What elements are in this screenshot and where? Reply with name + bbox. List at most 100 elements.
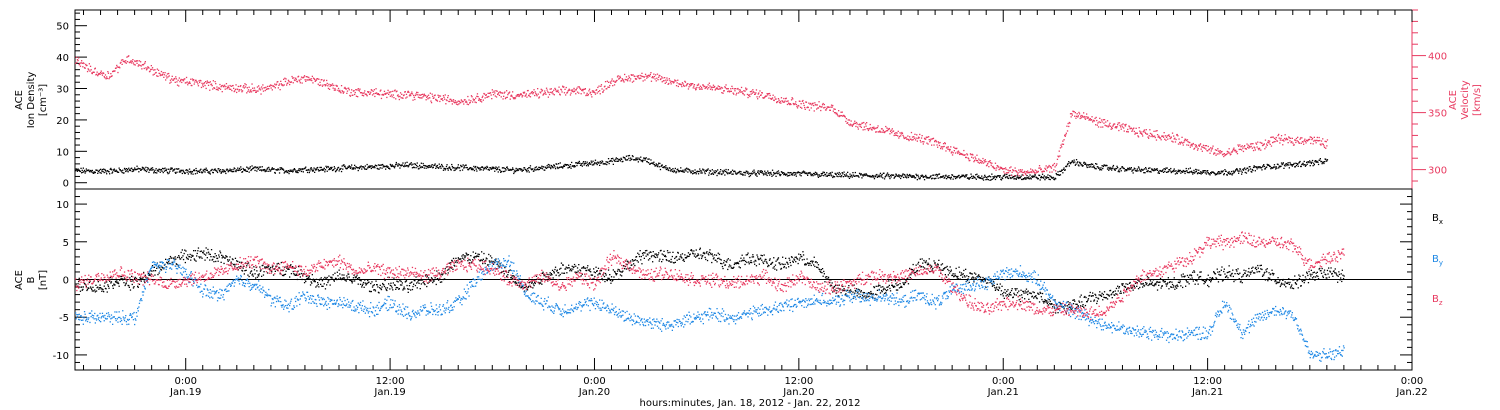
ion-density-series-point — [541, 165, 543, 167]
ion-density-series-point — [205, 169, 207, 171]
ion-density-series-point — [1243, 168, 1245, 170]
bx-series-point — [370, 282, 372, 285]
velocity-series-point — [1204, 145, 1206, 147]
ion-density-series-point — [110, 169, 113, 171]
velocity-series-point — [1100, 126, 1102, 128]
velocity-series-point — [1228, 148, 1230, 150]
velocity-series-point — [246, 87, 248, 89]
bx-series-point — [252, 275, 254, 277]
velocity-series-point — [1124, 124, 1126, 126]
ion-density-series-point — [675, 171, 678, 173]
velocity-series-point — [833, 112, 836, 114]
velocity-series-point — [157, 75, 159, 77]
velocity-series-point — [941, 146, 943, 148]
ion-density-series-point — [373, 165, 375, 168]
bx-series-point — [420, 283, 422, 285]
ion-density-series-point — [308, 171, 310, 174]
velocity-series-point — [893, 134, 895, 137]
velocity-series-point — [288, 80, 290, 83]
velocity-series-point — [1016, 173, 1019, 175]
ion-density-series-point — [343, 164, 345, 166]
velocity-series-point — [1097, 126, 1100, 128]
velocity-series-point — [1111, 127, 1113, 130]
velocity-series-point — [624, 73, 626, 76]
velocity-series-point — [1173, 138, 1175, 140]
velocity-series-point — [700, 86, 703, 88]
velocity-series-point — [1322, 138, 1324, 140]
bx-series-point — [364, 279, 366, 281]
ion-density-series-point — [1027, 177, 1029, 179]
ion-density-series-point — [532, 168, 534, 170]
ion-density-series-point — [692, 173, 694, 175]
ion-density-series-point — [887, 175, 889, 177]
velocity-series-point — [98, 72, 101, 75]
ion-density-series-point — [194, 170, 196, 172]
ion-density-series-point — [768, 172, 770, 174]
velocity-series-point — [956, 151, 958, 153]
velocity-series-point — [1239, 144, 1241, 146]
ion-density-series-point — [258, 166, 260, 168]
ion-density-series-point — [162, 167, 164, 170]
ion-density-series-point — [1147, 169, 1149, 172]
velocity-series-point — [266, 88, 268, 90]
bx-series-point — [412, 285, 414, 288]
velocity-series-point — [1178, 138, 1180, 140]
velocity-series-point — [1254, 147, 1256, 149]
ion-density-series-point — [1145, 168, 1147, 170]
ion-density-series-point — [1155, 168, 1158, 171]
velocity-series-point — [205, 81, 207, 83]
ion-density-series-point — [682, 169, 684, 171]
bx-series-point — [237, 260, 239, 263]
ion-density-series-point — [114, 170, 117, 172]
velocity-series-point — [389, 91, 391, 94]
velocity-series-point — [861, 122, 864, 124]
ion-density-series-point — [1190, 170, 1193, 172]
ion-density-series-point — [440, 167, 442, 169]
ion-density-series-point — [1053, 179, 1056, 181]
velocity-series-point — [816, 104, 818, 106]
velocity-series-point — [444, 94, 446, 96]
ion-density-series-point — [1313, 164, 1315, 166]
velocity-series-point — [1053, 169, 1055, 171]
ion-density-series-point — [1153, 169, 1155, 172]
ion-density-series-point — [824, 173, 827, 176]
bx-series-point — [455, 260, 458, 262]
ion-density-series-point — [1244, 167, 1246, 169]
velocity-series-point — [1187, 141, 1189, 143]
velocity-series-point — [910, 131, 913, 134]
velocity-series-point — [751, 92, 753, 94]
b-y-axis-title: ACE B [nT] — [14, 270, 49, 290]
ion-density-series-point — [613, 159, 615, 161]
ion-density-series-point — [723, 171, 725, 173]
velocity-series-point — [1121, 124, 1123, 126]
ion-density-series-point — [844, 174, 846, 176]
velocity-series-point — [262, 84, 264, 86]
ion-density-series-point — [175, 168, 177, 170]
velocity-series-point — [619, 77, 622, 79]
ion-density-series-point — [1218, 173, 1220, 175]
ion-density-series-point — [249, 166, 251, 168]
velocity-series-point — [269, 85, 271, 87]
velocity-series-point — [396, 90, 398, 92]
ion-density-series-point — [1057, 171, 1059, 173]
ion-density-series-point — [738, 171, 740, 173]
bx-series-point — [407, 291, 409, 293]
ion-density-series-point — [570, 167, 572, 169]
ion-density-series-point — [800, 175, 802, 177]
ion-density-series-point — [145, 166, 147, 168]
ion-density-series-point — [1208, 173, 1211, 175]
bx-series-point — [464, 255, 467, 257]
bx-series-point — [290, 264, 292, 266]
velocity-series-point — [1186, 144, 1188, 146]
velocity-series-point — [616, 79, 618, 82]
velocity-series-point — [1309, 138, 1311, 141]
ion-density-series-point — [1084, 162, 1087, 164]
velocity-series-point — [484, 97, 486, 99]
ion-density-series-point — [89, 171, 91, 173]
velocity-series-point — [547, 96, 549, 98]
velocity-series-point — [181, 81, 183, 84]
velocity-series-point — [946, 146, 948, 148]
velocity-series-point — [1025, 173, 1027, 176]
velocity-series-point — [194, 81, 196, 83]
velocity-series-point — [843, 114, 845, 117]
